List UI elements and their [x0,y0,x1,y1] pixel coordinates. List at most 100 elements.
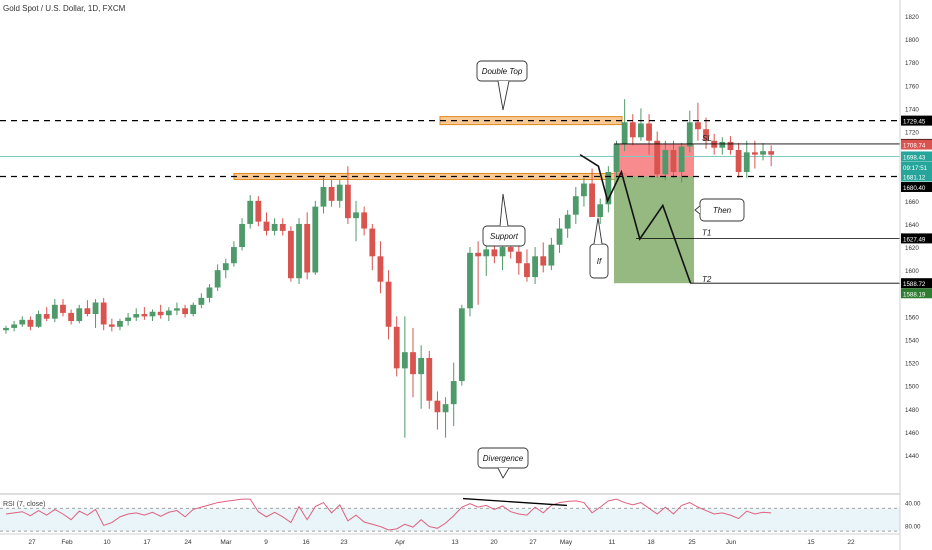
candle-body [271,223,278,231]
candle-body [703,129,709,141]
rsi-line [5,498,772,531]
candle-body [572,196,579,215]
candle-body [92,302,99,315]
candle-body [442,404,449,413]
candle-body [743,152,750,172]
candle-body [353,212,359,219]
rsi-title: RSI (7, close) [3,501,45,508]
price-tick-label: 1660 [905,199,919,206]
then-callout-tail [694,205,701,215]
price-tag-label: 1681.12 [903,174,926,181]
candle-body [149,311,156,317]
candle-body [393,326,400,369]
candle-body [84,308,91,315]
time-tick-label: May [560,539,573,546]
time-tick-label: 11 [609,539,616,546]
double-top-callout-label: Double Top [482,67,523,76]
candle-body [760,151,766,155]
time-axis: 27 Feb 10 17 24 Mar 9 16 23 Apr 13 20 27 May 11 18 25 Jun… [0,533,900,546]
candle-body [475,252,482,257]
candle-body [263,221,270,231]
candle-body [68,312,75,321]
divergence-callout-label: Divergence [483,454,524,463]
candle-body [206,287,213,298]
candle-body [491,249,498,257]
candle-body [678,146,685,172]
time-tick-label: 17 [143,539,151,546]
candle-body [369,228,376,257]
candle-body [35,314,42,327]
price-tick-label: 1500 [905,384,919,391]
candle-body [76,308,83,321]
candle-body [312,206,319,273]
candle-body [157,311,164,316]
time-tick-label: Apr [395,539,406,546]
price-tick-label: 1800 [905,37,919,44]
time-tick-label: 16 [302,539,310,546]
candle-body [3,327,9,331]
candle-body [532,256,538,278]
time-tick-label: Mar [220,539,232,546]
price-tick-label: 1720 [905,130,919,137]
time-tick-label: 10 [103,539,111,546]
time-tick-label: 23 [340,539,348,546]
time-tick-label: 27 [28,539,36,546]
price-tag [901,151,932,162]
time-tick-label: 22 [847,539,855,546]
candle-body [589,183,595,218]
candle-body [410,352,416,375]
candle-body [60,304,66,313]
price-tick-label: 1820 [905,14,919,21]
rsi-tick-label: 80.00 [905,523,921,530]
price-tick-label: 1760 [905,83,919,90]
candle-body [401,352,408,369]
candle-body [548,244,555,266]
price-tick-label: 1560 [905,314,919,321]
candle-body [43,314,50,319]
if-callout-tail [593,217,603,245]
candle-body [288,230,294,279]
zones [0,116,900,284]
candle-body [621,122,628,145]
candle-body [719,141,726,148]
candle-body [524,263,530,278]
candle-body [320,186,327,207]
candle-body [613,144,620,172]
candle-body [190,304,197,315]
rsi-tick-label: 40.00 [905,501,921,508]
candle-body [304,223,311,273]
support-callout-tail [499,193,509,227]
price-tick-label: 1440 [905,453,919,460]
sl-label: SL [702,134,712,143]
candle-body [133,314,140,318]
candle-body [174,308,180,311]
price-tag [901,233,932,244]
price-tag [901,288,932,299]
candle-body [222,263,229,271]
price-tick-label: 1620 [905,245,919,252]
candle-body [581,183,587,197]
time-tick-label: 18 [647,539,655,546]
candle-body [247,200,254,224]
price-tag-label: 1708.74 [903,143,926,150]
time-tick-label: Feb [61,539,73,546]
price-tick-label: 1740 [905,106,919,113]
candle-body [564,214,571,229]
price-tag [901,115,932,126]
candle-body [296,223,302,279]
candle-body [450,381,457,405]
price-tag [901,139,932,150]
candle-body [231,247,237,264]
price-tick-label: 1460 [905,430,919,437]
time-tick-label: 27 [529,539,537,546]
levels: SL T1 T2 [0,119,900,284]
candle-body [434,400,441,413]
price-tick-label: 1520 [905,361,919,368]
candle-body [336,184,343,201]
double-top-callout-tail [497,80,510,111]
price-tag-label: 1627.49 [903,236,926,243]
candle-body [540,256,547,266]
candle-body [727,141,734,151]
candle-body [458,308,465,382]
candle-body [279,223,286,231]
